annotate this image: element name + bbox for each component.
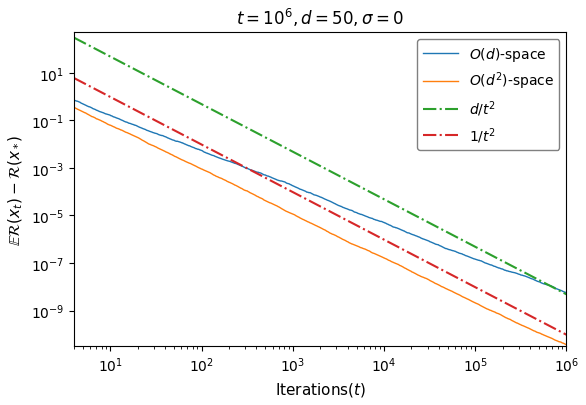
- X-axis label: Iterations$(t)$: Iterations$(t)$: [275, 380, 366, 398]
- $d/t^2$: [121, 62, 128, 67]
- Title: $t = 10^6, d = 50, \sigma = 0$: $t = 10^6, d = 50, \sigma = 0$: [236, 7, 404, 29]
- Line: $1/t^2$: $1/t^2$: [74, 79, 567, 335]
- $1/t^2$: [408, 252, 415, 257]
- $O(d)$-space: [121, 119, 128, 124]
- $d/t^2$: [408, 212, 415, 217]
- $O(d)$-space: [270, 177, 277, 181]
- $1/t^2$: [455, 276, 462, 281]
- $O(d^2)$-space: [408, 270, 415, 275]
- $O(d)$-space: [287, 183, 294, 188]
- Y-axis label: $\mathbb{E}\mathcal{R}(x_t) - \mathcal{R}(x_*)$: $\mathbb{E}\mathcal{R}(x_t) - \mathcal{R…: [7, 134, 25, 245]
- $d/t^2$: [270, 140, 277, 145]
- $O(d)$-space: [408, 232, 415, 237]
- $O(d)$-space: [455, 251, 462, 256]
- Line: $O(d)$-space: $O(d)$-space: [74, 101, 567, 293]
- $O(d^2)$-space: [270, 202, 277, 207]
- $1/t^2$: [70, 77, 77, 81]
- $d/t^2$: [455, 236, 462, 241]
- $O(d)$-space: [563, 290, 570, 295]
- $1/t^2$: [287, 189, 294, 194]
- $O(d)$-space: [70, 98, 77, 103]
- $O(d)$-space: [464, 254, 471, 259]
- $1/t^2$: [121, 102, 128, 107]
- $d/t^2$: [464, 241, 471, 245]
- Line: $d/t^2$: $d/t^2$: [74, 38, 567, 294]
- $O(d^2)$-space: [70, 106, 77, 111]
- $O(d^2)$-space: [563, 343, 570, 347]
- $O(d^2)$-space: [455, 292, 462, 297]
- $d/t^2$: [563, 292, 570, 297]
- Legend: $O(d)$-space, $O(d^2)$-space, $d/t^2$, $1/t^2$: $O(d)$-space, $O(d^2)$-space, $d/t^2$, $…: [417, 40, 560, 151]
- $O(d^2)$-space: [121, 130, 128, 134]
- $O(d^2)$-space: [287, 211, 294, 216]
- $1/t^2$: [563, 333, 570, 337]
- $d/t^2$: [287, 149, 294, 154]
- $d/t^2$: [70, 36, 77, 41]
- $1/t^2$: [270, 180, 277, 185]
- $1/t^2$: [464, 281, 471, 286]
- $O(d^2)$-space: [464, 296, 471, 301]
- Line: $O(d^2)$-space: $O(d^2)$-space: [74, 108, 567, 345]
